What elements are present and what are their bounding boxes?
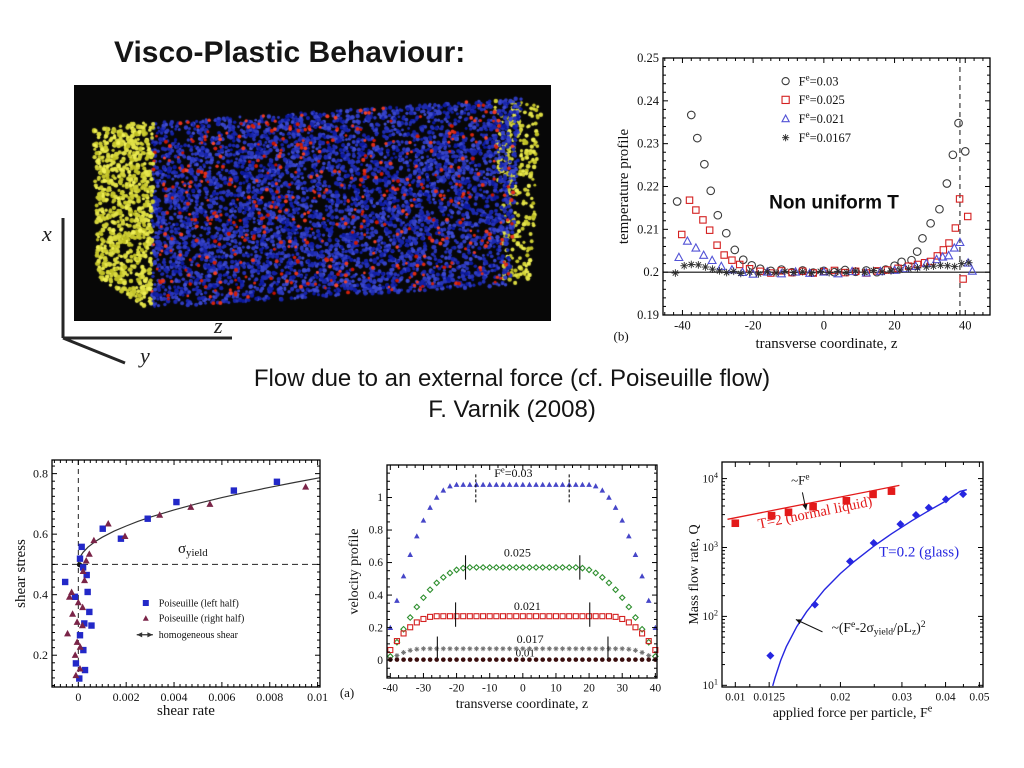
svg-text:0.2: 0.2 bbox=[643, 265, 659, 279]
svg-text:20: 20 bbox=[583, 683, 595, 695]
svg-text:0: 0 bbox=[821, 319, 827, 333]
svg-text:0.8: 0.8 bbox=[33, 466, 48, 480]
svg-text:T=2 (normal liquid): T=2 (normal liquid) bbox=[757, 494, 874, 533]
svg-text:40: 40 bbox=[959, 319, 972, 333]
svg-text:30: 30 bbox=[616, 683, 628, 695]
svg-text:0.008: 0.008 bbox=[256, 690, 283, 704]
svg-text:10: 10 bbox=[550, 683, 562, 695]
svg-text:homogeneous shear: homogeneous shear bbox=[159, 630, 239, 641]
svg-text:0: 0 bbox=[377, 655, 383, 667]
svg-text:0.24: 0.24 bbox=[637, 94, 660, 108]
svg-text:103: 103 bbox=[702, 540, 718, 554]
svg-text:0.19: 0.19 bbox=[637, 308, 659, 322]
svg-text:Fe=0.025: Fe=0.025 bbox=[799, 91, 845, 107]
svg-text:0.6: 0.6 bbox=[369, 557, 384, 569]
y-axis-line bbox=[62, 336, 126, 365]
svg-text:0.23: 0.23 bbox=[637, 137, 659, 151]
svg-text:20: 20 bbox=[888, 319, 901, 333]
chart-velocity-profile: -40 -30 -20 -10 0 10 20 30 40 0 0.2 0.4 0.6 0.8 1 trans… bbox=[340, 464, 662, 712]
svg-text:102: 102 bbox=[702, 609, 718, 623]
svg-text:-10: -10 bbox=[482, 683, 498, 695]
chart-shear-stress-vs-shear-rate: 0 0.002 0.004 0.006 0.008 0.01 0.2 0.4 0.6 0.8 she… bbox=[13, 459, 328, 719]
svg-text:transverse coordinate, z: transverse coordinate, z bbox=[755, 336, 897, 352]
svg-text:0.05: 0.05 bbox=[969, 692, 989, 704]
svg-text:velocity profile: velocity profile bbox=[347, 529, 362, 615]
svg-text:0.004: 0.004 bbox=[161, 690, 188, 704]
svg-text:1: 1 bbox=[377, 492, 383, 504]
svg-text:shear stress: shear stress bbox=[13, 539, 29, 608]
z-axis-label: z bbox=[213, 313, 223, 338]
particle-simulation-canvas bbox=[74, 85, 551, 321]
svg-text:~Fe: ~Fe bbox=[791, 473, 809, 488]
chart-mass-flow-rate: 0.01 0.0125 0.02 0.03 0.04 0.05 101 102 103 104 ap… bbox=[687, 461, 990, 721]
svg-text:transverse coordinate, z: transverse coordinate, z bbox=[456, 697, 589, 712]
svg-text:0.021: 0.021 bbox=[514, 599, 541, 613]
svg-text:0.25: 0.25 bbox=[637, 51, 659, 65]
caption: Flow due to an external force (cf. Poise… bbox=[150, 363, 874, 425]
svg-text:0.02: 0.02 bbox=[830, 692, 850, 704]
svg-text:0.002: 0.002 bbox=[113, 690, 140, 704]
svg-text:0.2: 0.2 bbox=[369, 622, 384, 634]
svg-text:0: 0 bbox=[520, 683, 526, 695]
svg-text:-40: -40 bbox=[674, 319, 691, 333]
coordinate-axes: x z y bbox=[41, 218, 232, 368]
svg-text:0.22: 0.22 bbox=[637, 180, 659, 194]
svg-text:(b): (b) bbox=[614, 329, 629, 344]
svg-text:σyield: σyield bbox=[178, 541, 208, 559]
svg-text:Poiseuille (right half): Poiseuille (right half) bbox=[159, 614, 245, 625]
svg-text:~(Fe-2σyield/ρLz)2: ~(Fe-2σyield/ρLz)2 bbox=[832, 619, 926, 638]
svg-text:0.03: 0.03 bbox=[892, 692, 912, 704]
svg-text:-40: -40 bbox=[383, 683, 399, 695]
svg-text:0.8: 0.8 bbox=[369, 525, 384, 537]
svg-text:applied force per particle, Fe: applied force per particle, Fe bbox=[773, 704, 933, 721]
svg-text:0.01: 0.01 bbox=[725, 692, 745, 704]
svg-text:0: 0 bbox=[75, 690, 81, 704]
svg-text:temperature profile: temperature profile bbox=[616, 128, 632, 244]
svg-text:shear rate: shear rate bbox=[157, 703, 215, 719]
svg-text:-20: -20 bbox=[745, 319, 762, 333]
chart-temperature-profile: -40 -20 0 20 40 0.19 0.2 0.21 0.22 0.23 0.24 0.25 tr… bbox=[614, 51, 991, 352]
svg-text:-20: -20 bbox=[449, 683, 465, 695]
svg-text:0.4: 0.4 bbox=[369, 590, 384, 602]
svg-text:0.01: 0.01 bbox=[307, 690, 328, 704]
svg-text:0.6: 0.6 bbox=[33, 527, 48, 541]
simulation-image-panel bbox=[74, 85, 551, 321]
svg-text:0.01: 0.01 bbox=[516, 648, 535, 660]
svg-text:Fe=0.03: Fe=0.03 bbox=[494, 464, 532, 480]
svg-text:101: 101 bbox=[702, 678, 718, 692]
svg-text:0.025: 0.025 bbox=[504, 546, 531, 560]
x-axis-label: x bbox=[41, 221, 52, 246]
svg-text:0.04: 0.04 bbox=[935, 692, 955, 704]
y-axis-label: y bbox=[138, 343, 150, 368]
svg-text:104: 104 bbox=[702, 471, 719, 485]
svg-text:40: 40 bbox=[650, 683, 662, 695]
svg-text:T=0.2 (glass): T=0.2 (glass) bbox=[879, 545, 959, 561]
svg-text:-30: -30 bbox=[416, 683, 432, 695]
svg-text:0.2: 0.2 bbox=[33, 648, 48, 662]
svg-text:0.006: 0.006 bbox=[208, 690, 235, 704]
caption-line2: F. Varnik (2008) bbox=[428, 396, 596, 423]
svg-text:Fe=0.03: Fe=0.03 bbox=[799, 73, 839, 89]
svg-text:0.21: 0.21 bbox=[637, 222, 659, 236]
svg-text:Fe=0.0167: Fe=0.0167 bbox=[799, 129, 851, 145]
svg-text:Poiseuille (left half): Poiseuille (left half) bbox=[159, 598, 239, 609]
svg-text:Fe=0.021: Fe=0.021 bbox=[799, 110, 845, 126]
caption-line1: Flow due to an external force (cf. Poise… bbox=[253, 365, 771, 392]
slide-title: Visco-Plastic Behaviour: bbox=[114, 36, 466, 69]
svg-text:0.0125: 0.0125 bbox=[753, 692, 785, 704]
svg-text:0.4: 0.4 bbox=[33, 588, 48, 602]
svg-text:0.017: 0.017 bbox=[517, 632, 544, 646]
svg-text:(a): (a) bbox=[340, 685, 354, 700]
svg-text:Non uniform T: Non uniform T bbox=[769, 192, 899, 213]
svg-text:Mass flow rate, Q: Mass flow rate, Q bbox=[687, 524, 702, 624]
